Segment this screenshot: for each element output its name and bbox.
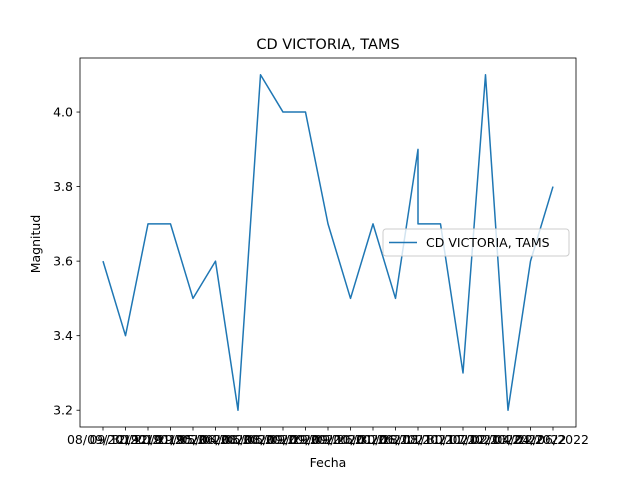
x-tick-label: 08/09/2019: [67, 432, 139, 447]
x-tick-label: 06/09/2020: [247, 432, 319, 447]
series-line-0: [102, 74, 554, 411]
chart-title: CD VICTORIA, TAMS: [256, 37, 399, 53]
y-tick-label: 3.6: [53, 254, 73, 269]
x-tick-label: 02/03/2022: [472, 432, 544, 447]
x-tick-label: 09/12/2019: [89, 432, 161, 447]
x-tick-label: 11/11/2021: [404, 432, 476, 447]
x-tick-label: 30/06/2021: [359, 432, 431, 447]
x-tick-label: 06/08/2020: [224, 432, 296, 447]
y-axis-ticks: 3.2 3.4 3.6 3.8 4.0: [53, 105, 80, 418]
legend: CD VICTORIA, TAMS: [382, 228, 570, 257]
y-tick-label: 4.0: [53, 105, 73, 120]
legend-box: [382, 228, 570, 257]
x-tick-label: 04/04/2022: [494, 432, 566, 447]
x-tick-label: 22/06/2022: [517, 432, 589, 447]
y-tick-label: 3.4: [53, 328, 73, 343]
legend-label: CD VICTORIA, TAMS: [426, 235, 550, 250]
x-tick-label: 05/06/2020: [179, 432, 251, 447]
x-tick-label: 04/08/2020: [202, 432, 274, 447]
y-tick-label: 3.8: [53, 179, 73, 194]
x-tick-label: 29/05/2020: [157, 432, 229, 447]
x-tick-label: 30/11/2021: [427, 432, 499, 447]
x-tick-label: 26/01/2021: [337, 432, 409, 447]
x-tick-label: 07/02/2022: [449, 432, 521, 447]
x-axis-ticks: 08/09/201909/12/201930/12/201920/01/2020…: [67, 427, 589, 447]
x-tick-label: 09/10/2020: [314, 432, 386, 447]
x-tick-label: 30/12/2019: [112, 432, 184, 447]
y-tick-label: 3.2: [53, 403, 73, 418]
x-tick-label: 20/01/2020: [134, 432, 206, 447]
y-axis-label: Magnitud: [28, 215, 43, 274]
x-tick-label: 09/09/2020: [269, 432, 341, 447]
x-axis-label: Fecha: [310, 455, 347, 470]
x-tick-label: 29/09/2020: [292, 432, 364, 447]
x-tick-label: 28/08/2021: [382, 432, 454, 447]
